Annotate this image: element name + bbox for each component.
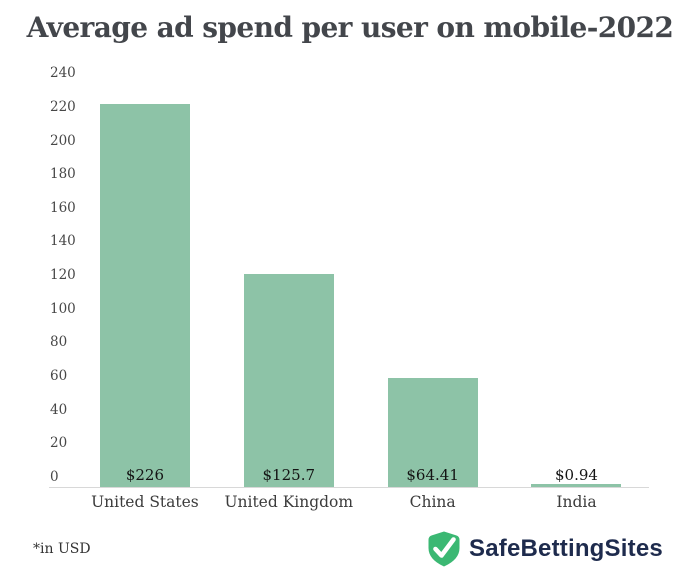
bar-value-label: $226 [125, 466, 165, 484]
brand-logo: SafeBettingSites [428, 530, 663, 568]
y-axis-tick-label: 220 [50, 98, 76, 115]
bar [531, 484, 622, 487]
y-axis-tick-label: 60 [50, 368, 68, 385]
brand-name: SafeBettingSites [469, 535, 663, 562]
y-axis-tick-label: 120 [50, 267, 76, 284]
x-axis-category-label: China [409, 493, 456, 511]
y-axis-tick-label: 0 [50, 469, 59, 485]
y-axis-tick-label: 100 [50, 300, 76, 317]
footnote: *in USD [33, 541, 91, 557]
bar-value-label: $64.41 [406, 466, 459, 484]
bar [99, 104, 190, 487]
y-axis-tick-label: 140 [50, 233, 76, 250]
x-axis-category-label: India [556, 493, 597, 511]
y-axis-tick-label: 40 [50, 401, 68, 418]
x-axis-line [49, 487, 649, 488]
y-axis-tick-label: 240 [50, 65, 76, 82]
bar [243, 274, 334, 487]
y-axis-tick-label: 20 [50, 435, 68, 452]
y-axis-tick-label: 80 [50, 334, 68, 351]
y-axis-tick-label: 200 [50, 132, 76, 149]
bar-value-label: $125.7 [262, 466, 316, 484]
y-axis-tick-label: 180 [50, 166, 76, 183]
bar [387, 378, 478, 487]
shield-check-icon [428, 531, 460, 567]
x-axis-category-label: United Kingdom [224, 493, 354, 511]
bar-value-label: $0.94 [554, 466, 598, 484]
y-axis-tick-label: 160 [50, 199, 76, 216]
x-axis-category-label: United States [91, 493, 199, 511]
chart-title: Average ad spend per user on mobile-2022 [26, 11, 674, 44]
